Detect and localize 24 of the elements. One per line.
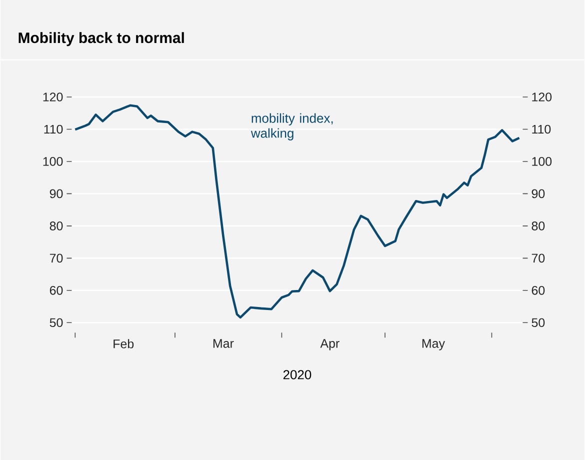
y2-tick-label: 110: [532, 124, 551, 134]
text: mobility index, walking: [250, 113, 333, 140]
x-tick-label: Mar: [213, 339, 234, 348]
x-tick-label: Apr: [320, 339, 340, 350]
y2-tick-label: 50: [532, 318, 545, 328]
y-tick-label: 100: [43, 157, 63, 166]
y-tick-label: 120: [43, 92, 63, 102]
y-tick-label: 70: [50, 254, 63, 263]
y2-tick-label: 90: [532, 189, 545, 198]
y2-tick-label: 100: [532, 157, 552, 166]
y2-tick-label: 70: [532, 254, 545, 263]
x-axis-title: 2020: [283, 370, 312, 380]
y2-tick-label: 80: [532, 222, 545, 230]
y2-tick-label: 120: [532, 92, 552, 102]
y2-tick-label: 60: [532, 286, 545, 295]
y-tick-label: 90: [50, 189, 63, 198]
x-tick-label: May: [422, 339, 445, 350]
chart-title: Mobility back to normal: [18, 32, 184, 46]
line-series: [74, 104, 520, 319]
y-tick-label: 50: [50, 318, 63, 328]
y-tick-label: 80: [50, 222, 63, 230]
x-tick-label: Feb: [114, 339, 134, 348]
y-tick-label: 110: [44, 124, 63, 134]
y-tick-label: 60: [50, 286, 63, 295]
